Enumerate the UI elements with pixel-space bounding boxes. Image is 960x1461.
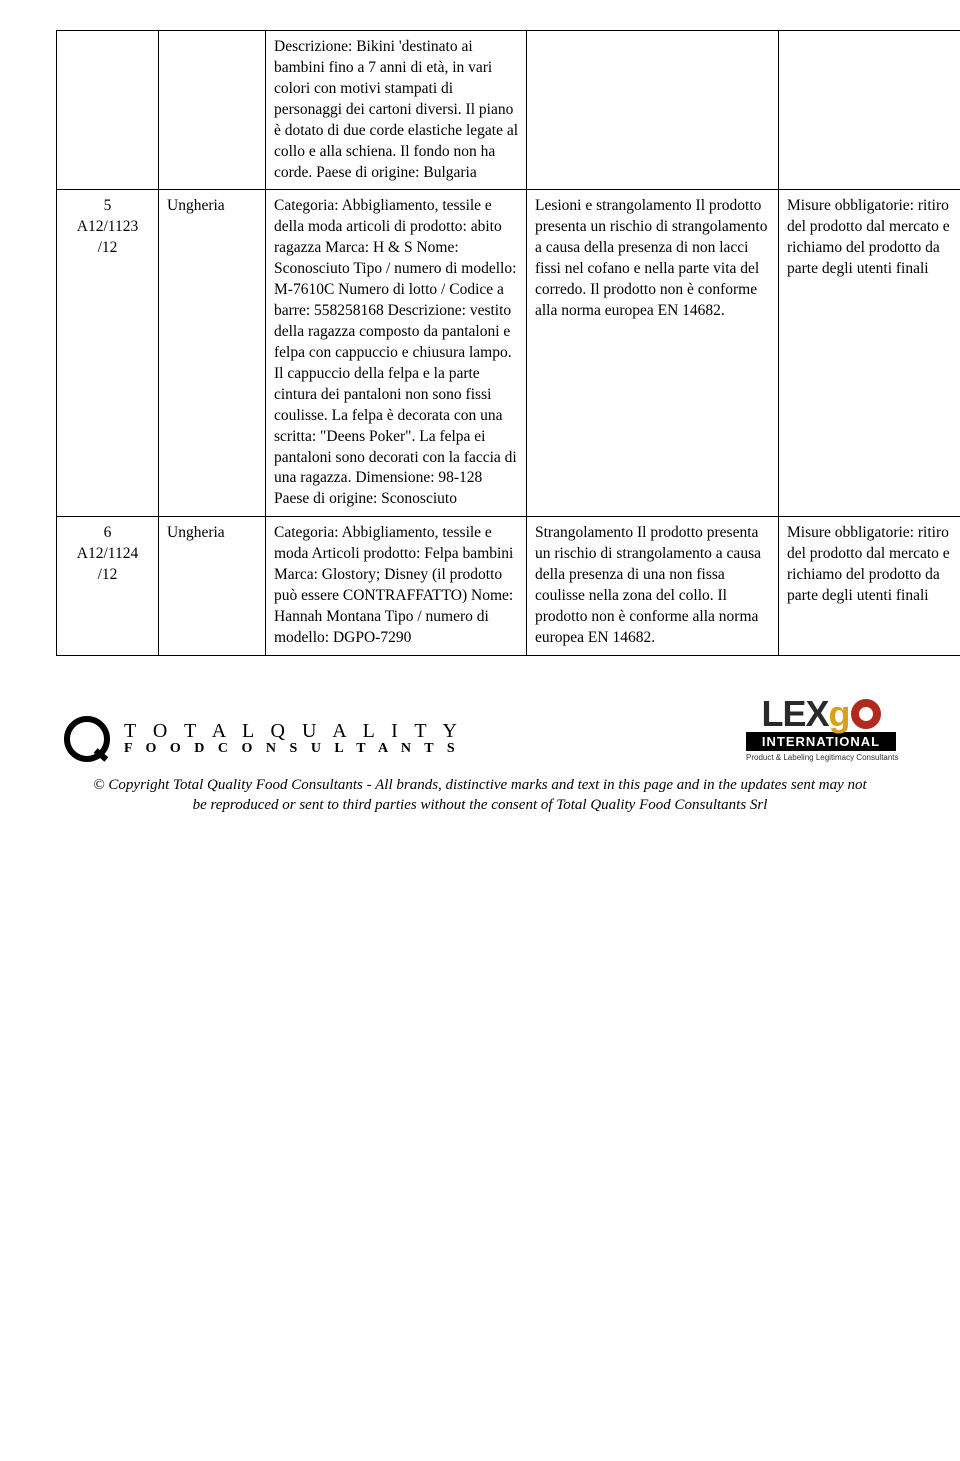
- row-code: A12/1123: [77, 218, 138, 235]
- logo-right: LEXg INTERNATIONAL Product & Labeling Le…: [746, 696, 896, 762]
- cell-measure: Misure obbligatorie: ritiro del prodotto…: [779, 190, 960, 517]
- cell-description: Categoria: Abbigliamento, tessile e moda…: [266, 517, 527, 656]
- document-page: Descrizione: Bikini 'destinato ai bambin…: [0, 0, 960, 835]
- cell-country: Ungheria: [159, 517, 266, 656]
- cell-risk: [527, 31, 779, 190]
- cell-risk: Lesioni e strangolamento Il prodotto pre…: [527, 190, 779, 517]
- cell-measure: Misure obbligatorie: ritiro del prodotto…: [779, 517, 960, 656]
- logo-left: T O T A L Q U A L I T Y F O O D C O N S …: [64, 716, 463, 762]
- cell-index: 5 A12/1123 /12: [57, 190, 159, 517]
- row-code: A12/1124: [77, 545, 138, 562]
- cell-risk: Strangolamento Il prodotto presenta un r…: [527, 517, 779, 656]
- q-icon: [64, 716, 110, 762]
- international-bar: INTERNATIONAL: [746, 732, 896, 751]
- go-g-text: g: [829, 698, 850, 730]
- table-row: 6 A12/1124 /12 Ungheria Categoria: Abbig…: [57, 517, 960, 656]
- cell-country: [159, 31, 266, 190]
- brand-line2: F O O D C O N S U L T A N T S: [124, 742, 463, 757]
- cell-measure: [779, 31, 960, 190]
- table-row: Descrizione: Bikini 'destinato ai bambin…: [57, 31, 960, 190]
- row-code-suffix: /12: [98, 239, 118, 256]
- copyright-line2: be reproduced or sent to third parties w…: [193, 797, 768, 813]
- copyright-line1: © Copyright Total Quality Food Consultan…: [93, 777, 866, 793]
- cell-description: Categoria: Abbigliamento, tessile e dell…: [266, 190, 527, 517]
- cell-index: 6 A12/1124 /12: [57, 517, 159, 656]
- table-row: 5 A12/1123 /12 Ungheria Categoria: Abbig…: [57, 190, 960, 517]
- international-sub: Product & Labeling Legitimacy Consultant…: [746, 753, 896, 762]
- page-footer: T O T A L Q U A L I T Y F O O D C O N S …: [56, 696, 904, 815]
- lex-text: LEX: [761, 698, 828, 730]
- data-table: Descrizione: Bikini 'destinato ai bambin…: [56, 30, 960, 656]
- cell-description: Descrizione: Bikini 'destinato ai bambin…: [266, 31, 527, 190]
- lexgo-logo: LEXg: [746, 696, 896, 730]
- brand-line1: T O T A L Q U A L I T Y: [124, 721, 463, 742]
- row-number: 6: [104, 524, 112, 541]
- footer-logos: T O T A L Q U A L I T Y F O O D C O N S …: [64, 696, 896, 762]
- go-o-icon: [851, 699, 881, 729]
- row-number: 5: [104, 197, 112, 214]
- cell-country: Ungheria: [159, 190, 266, 517]
- cell-index: [57, 31, 159, 190]
- copyright-text: © Copyright Total Quality Food Consultan…: [64, 776, 896, 815]
- brand-text: T O T A L Q U A L I T Y F O O D C O N S …: [124, 721, 463, 757]
- row-code-suffix: /12: [98, 566, 118, 583]
